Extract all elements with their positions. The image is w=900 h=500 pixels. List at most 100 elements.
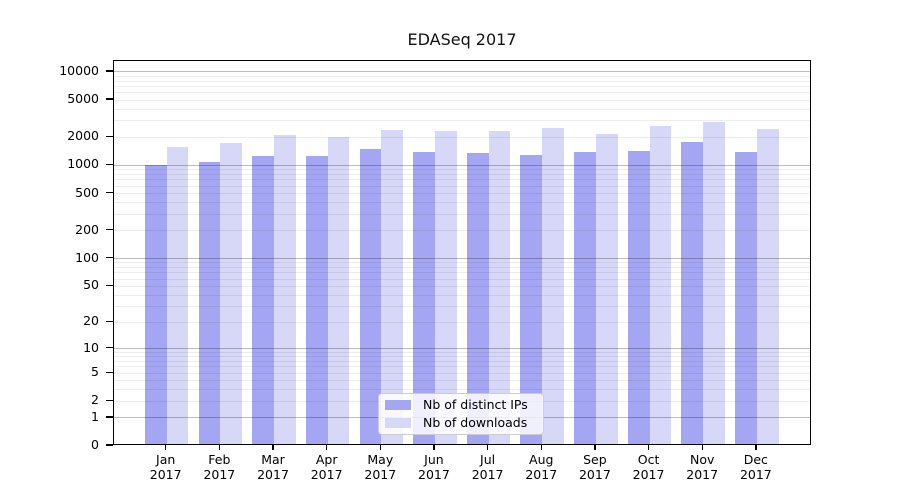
gridline-major-10 <box>114 348 810 350</box>
gridline-minor-8 <box>114 356 810 358</box>
legend-label-downloads: Nb of downloads <box>423 415 528 430</box>
gridline-minor-4 <box>114 380 810 382</box>
x-tick-mar <box>272 445 274 450</box>
y-tick-500 <box>106 191 113 194</box>
y-tick-label-10: 10 <box>83 339 99 355</box>
month-label: Apr <box>315 452 338 467</box>
x-tick-label-may: May 2017 <box>350 452 410 482</box>
bar-downloads-aug <box>542 128 565 444</box>
y-tick-5000 <box>106 98 113 100</box>
legend-entry-distinct-ips: Nb of distinct IPs <box>385 398 537 412</box>
x-tick-jul <box>486 445 489 450</box>
y-tick-1 <box>106 416 113 418</box>
y-tick-label-200: 200 <box>75 221 99 237</box>
x-tick-jun <box>433 445 435 450</box>
gridline-minor-9000 <box>114 75 810 77</box>
month-label: Dec <box>743 452 768 467</box>
legend-entry-downloads: Nb of downloads <box>385 416 537 430</box>
year-label: 2017 <box>686 467 719 482</box>
y-tick-label-500: 500 <box>75 184 99 200</box>
y-tick-5 <box>106 371 113 373</box>
gridline-minor-8000 <box>114 80 810 82</box>
x-tick-label-jan: Jan 2017 <box>136 452 196 482</box>
x-tick-label-apr: Apr 2017 <box>297 452 357 482</box>
bar-downloads-jul <box>488 130 511 444</box>
x-tick-oct <box>647 445 650 450</box>
gridline-major-100 <box>114 258 810 260</box>
legend-label-distinct-ips: Nb of distinct IPs <box>423 397 528 412</box>
y-tick-label-5000: 5000 <box>67 91 99 107</box>
x-tick-label-jun: Jun 2017 <box>404 452 464 482</box>
y-tick-label-1: 1 <box>91 408 99 424</box>
chart-title: EDASeq 2017 <box>407 30 517 49</box>
month-label: May <box>367 452 394 467</box>
month-label: Jul <box>480 452 496 467</box>
x-tick-label-mar: Mar 2017 <box>243 452 303 482</box>
gridline-minor-3000 <box>114 120 810 122</box>
y-tick-label-10000: 10000 <box>59 62 99 78</box>
gridline-minor-6 <box>114 366 810 368</box>
bar-distinct-ips-may <box>359 149 382 444</box>
gridline-minor-4000 <box>114 108 810 110</box>
gridline-minor-2000 <box>114 136 810 138</box>
bar-distinct-ips-jul <box>466 152 489 444</box>
gridline-minor-20 <box>114 321 810 323</box>
bar-distinct-ips-sep <box>574 151 596 444</box>
y-tick-20 <box>106 320 113 323</box>
bar-downloads-jun <box>434 130 457 444</box>
bar-distinct-ips-nov <box>681 141 704 444</box>
gridline-minor-600 <box>114 185 810 187</box>
gridline-minor-60 <box>114 278 810 280</box>
year-label: 2017 <box>525 467 558 482</box>
legend: Nb of distinct IPs Nb of downloads <box>378 393 544 435</box>
bar-downloads-may <box>381 129 404 444</box>
bar-downloads-feb <box>220 143 243 444</box>
bar-distinct-ips-jan <box>144 165 167 444</box>
month-label: Feb <box>208 452 231 467</box>
gridline-minor-200 <box>114 230 810 232</box>
bar-distinct-ips-dec <box>735 151 757 444</box>
gridline-minor-70 <box>114 272 810 274</box>
y-tick-200 <box>106 228 113 231</box>
bar-downloads-nov <box>703 121 725 444</box>
plot-area <box>113 60 811 445</box>
y-tick-label-2: 2 <box>91 392 99 408</box>
year-label: 2017 <box>418 467 450 482</box>
x-tick-label-feb: Feb 2017 <box>189 452 249 482</box>
y-tick-label-1000: 1000 <box>67 156 99 172</box>
x-axis: Jan 2017 Feb 2017 Mar 2017 Apr 2017 May 2017 Jun 20… <box>113 445 811 495</box>
y-tick-50 <box>106 284 113 287</box>
gridline-minor-7000 <box>114 85 810 87</box>
x-tick-label-jul: Jul 2017 <box>458 452 518 482</box>
x-tick-nov <box>701 445 703 450</box>
bar-distinct-ips-jun <box>413 151 435 444</box>
x-tick-label-sep: Sep 2017 <box>565 452 625 482</box>
bar-distinct-ips-mar <box>252 156 274 444</box>
month-label: Jun <box>424 452 444 467</box>
gridline-minor-6000 <box>114 92 810 94</box>
y-tick-10 <box>106 346 113 349</box>
x-tick-jan <box>165 445 167 450</box>
y-tick-label-0: 0 <box>91 437 99 452</box>
gridline-minor-5 <box>114 372 810 374</box>
gridline-minor-3 <box>114 389 810 391</box>
y-tick-label-50: 50 <box>83 277 99 293</box>
x-tick-label-oct: Oct 2017 <box>619 452 679 482</box>
year-label: 2017 <box>632 467 665 482</box>
bar-downloads-apr <box>327 137 350 444</box>
legend-swatch-downloads <box>385 418 411 428</box>
bar-distinct-ips-aug <box>520 155 543 444</box>
x-tick-label-aug: Aug 2017 <box>511 452 571 482</box>
bar-distinct-ips-apr <box>305 156 328 444</box>
gridline-minor-400 <box>114 202 810 204</box>
bar-downloads-dec <box>756 128 779 444</box>
x-tick-may <box>379 445 381 450</box>
year-label: 2017 <box>739 467 772 482</box>
bar-downloads-sep <box>595 134 618 444</box>
gridline-minor-40 <box>114 294 810 296</box>
y-axis: 0 1 2 5 10 20 50 100 200 500 1000 2000 5000 10000 <box>0 60 113 451</box>
gridline-minor-30 <box>114 306 810 308</box>
x-tick-label-nov: Nov 2017 <box>672 452 732 482</box>
x-tick-sep <box>594 445 596 450</box>
